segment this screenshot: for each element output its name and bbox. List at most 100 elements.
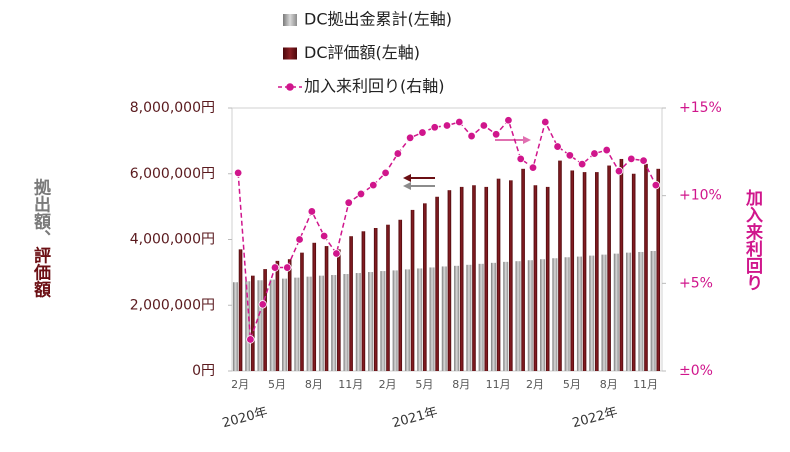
bar [324, 246, 329, 371]
bar [503, 261, 509, 371]
point [553, 142, 562, 151]
point [332, 249, 341, 258]
y2-axis-title: 加入来利回り [742, 189, 764, 291]
bar [368, 272, 374, 371]
bar [564, 257, 570, 371]
bar [515, 261, 521, 371]
bar [343, 274, 349, 371]
x-tick-label: 8月 [600, 378, 618, 391]
point [356, 189, 366, 199]
point [381, 168, 390, 178]
y-axis-title: 拠出額、評価額 [30, 177, 52, 298]
bar [466, 264, 472, 371]
bar [435, 196, 439, 371]
x-group-label: 2021年 [391, 405, 439, 431]
bar [545, 186, 550, 371]
x-group-label: 2022年 [571, 405, 619, 431]
bar [570, 170, 575, 371]
y2-tick-label: ±0% [679, 363, 713, 379]
legend-swatch [286, 83, 294, 91]
point [541, 117, 550, 127]
bar [533, 185, 538, 371]
point [565, 151, 575, 160]
legend-label: DC評価額(左軸) [304, 43, 420, 62]
bar [373, 227, 378, 371]
bar [619, 158, 624, 371]
bar [417, 268, 423, 371]
bar [380, 271, 386, 371]
point [639, 156, 648, 165]
point [258, 300, 267, 309]
y-tick-label: 0円 [192, 363, 215, 379]
y-tick-label: 8,000,000円 [130, 100, 215, 116]
bar [238, 249, 243, 371]
y2-tick-label: +5% [679, 275, 713, 291]
bar [454, 265, 460, 371]
bar [631, 173, 636, 371]
bar [361, 231, 366, 371]
x-tick-label: 5月 [268, 378, 286, 391]
bar [269, 279, 275, 371]
point [319, 231, 329, 241]
bar [459, 186, 464, 371]
point [246, 335, 255, 344]
bar [521, 168, 525, 371]
point [590, 149, 599, 158]
bar [306, 276, 312, 371]
bar [527, 260, 533, 371]
bar [644, 163, 648, 371]
x-tick-label: 8月 [452, 378, 470, 391]
bar [282, 278, 288, 371]
legend-swatch [283, 47, 297, 60]
y2-tick-label: +15% [679, 100, 722, 116]
point [577, 159, 587, 169]
bar [349, 236, 353, 371]
arrows [403, 136, 531, 190]
point [467, 131, 476, 141]
bar [638, 251, 644, 371]
bar [558, 160, 562, 371]
bar [287, 259, 292, 371]
bar [441, 266, 447, 371]
x-tick-label: 11月 [338, 378, 363, 391]
bar [312, 242, 317, 371]
bar [595, 172, 599, 371]
point [405, 133, 415, 143]
legend-swatch [283, 14, 297, 26]
point [516, 154, 525, 164]
point [614, 166, 624, 176]
y-tick-label: 4,000,000円 [130, 232, 215, 248]
point [344, 198, 353, 207]
y2-tick-label: +10% [679, 188, 722, 204]
bar [429, 267, 435, 371]
x-tick-label: 11月 [486, 378, 511, 391]
bar [423, 203, 427, 371]
bar [275, 260, 280, 371]
x-tick-label: 2月 [526, 378, 544, 391]
x-tick-label: 2月 [231, 378, 249, 391]
bar [650, 251, 656, 371]
legend-label: DC拠出金累計(左軸) [304, 10, 452, 29]
point [455, 117, 464, 127]
bar [509, 180, 513, 371]
y-axis-title-part: 評価額 [30, 245, 52, 298]
point [393, 149, 403, 158]
point [283, 263, 292, 272]
bar [582, 172, 587, 371]
bar [331, 275, 337, 371]
x-tick-label: 5月 [415, 378, 433, 391]
y-tick-label: 6,000,000円 [130, 166, 215, 182]
legend-label: 加入来利回り(右軸) [304, 77, 445, 96]
bar [472, 185, 476, 371]
x-tick-label: 5月 [563, 378, 581, 391]
bar [490, 262, 496, 371]
x-tick-label: 8月 [305, 378, 323, 391]
bar [626, 252, 632, 371]
x-tick-label: 2月 [379, 378, 397, 391]
point [442, 121, 452, 130]
point [651, 180, 661, 190]
bar [601, 254, 607, 371]
x-group-label: 2020年 [221, 405, 269, 431]
bar [386, 224, 390, 371]
